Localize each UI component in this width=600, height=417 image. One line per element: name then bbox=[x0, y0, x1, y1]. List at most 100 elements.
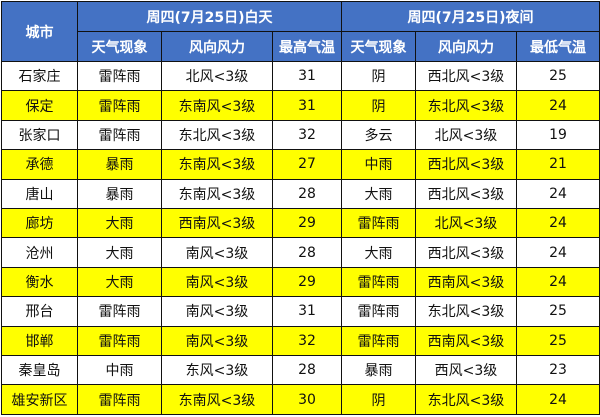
cell-low: 24 bbox=[516, 208, 600, 239]
cell-high: 27 bbox=[272, 149, 342, 180]
cell-high: 28 bbox=[272, 178, 342, 210]
night-header: 周四(7月25日)夜间 bbox=[341, 1, 600, 32]
cell-night-wind: 东北风<3级 bbox=[415, 90, 517, 121]
cell-night-weather: 雷阵雨 bbox=[341, 325, 416, 357]
cell-city: 衡水 bbox=[1, 266, 78, 298]
table-row: 沧州 大雨 南风<3级 28 大雨 西北风<3级 24 bbox=[1, 237, 600, 268]
cell-day-wind: 西南风<3级 bbox=[161, 208, 273, 239]
cell-day-wind: 东风<3级 bbox=[161, 355, 273, 386]
cell-low: 21 bbox=[516, 149, 600, 180]
cell-day-weather: 大雨 bbox=[77, 266, 162, 298]
cell-high: 28 bbox=[272, 355, 342, 386]
cell-high: 31 bbox=[272, 296, 342, 327]
cell-city: 石家庄 bbox=[1, 60, 78, 92]
cell-day-wind: 东南风<3级 bbox=[161, 149, 273, 180]
cell-city: 邯郸 bbox=[1, 325, 78, 357]
city-header: 城市 bbox=[1, 1, 78, 62]
cell-night-weather: 阴 bbox=[341, 384, 416, 415]
cell-city: 雄安新区 bbox=[1, 384, 78, 415]
cell-day-weather: 雷阵雨 bbox=[77, 119, 162, 151]
cell-city: 张家口 bbox=[1, 119, 78, 151]
cell-night-weather: 多云 bbox=[341, 119, 416, 151]
cell-low: 19 bbox=[516, 119, 600, 151]
cell-city: 廊坊 bbox=[1, 208, 78, 239]
table-row: 唐山 暴雨 东南风<3级 28 大雨 西北风<3级 24 bbox=[1, 178, 600, 210]
cell-low: 24 bbox=[516, 90, 600, 121]
table-row: 廊坊 大雨 西南风<3级 29 雷阵雨 北风<3级 24 bbox=[1, 208, 600, 239]
cell-day-weather: 雷阵雨 bbox=[77, 60, 162, 92]
table-row: 邯郸 雷阵雨 南风<3级 32 雷阵雨 西南风<3级 25 bbox=[1, 325, 600, 357]
table-row: 张家口 雷阵雨 东北风<3级 32 多云 北风<3级 19 bbox=[1, 119, 600, 151]
cell-low: 24 bbox=[516, 237, 600, 268]
cell-night-wind: 北风<3级 bbox=[415, 119, 517, 151]
cell-night-wind: 北风<3级 bbox=[415, 208, 517, 239]
cell-low: 24 bbox=[516, 178, 600, 210]
cell-day-wind: 南风<3级 bbox=[161, 266, 273, 298]
cell-high: 32 bbox=[272, 325, 342, 357]
cell-day-wind: 南风<3级 bbox=[161, 325, 273, 357]
cell-city: 邢台 bbox=[1, 296, 78, 327]
cell-low: 24 bbox=[516, 384, 600, 415]
cell-day-weather: 中雨 bbox=[77, 355, 162, 386]
cell-city: 唐山 bbox=[1, 178, 78, 210]
table-row: 衡水 大雨 南风<3级 29 雷阵雨 西南风<3级 24 bbox=[1, 266, 600, 298]
cell-day-weather: 大雨 bbox=[77, 208, 162, 239]
day-wind-header: 风向风力 bbox=[161, 31, 273, 62]
cell-night-wind: 西南风<3级 bbox=[415, 266, 517, 298]
cell-high: 29 bbox=[272, 208, 342, 239]
cell-low: 23 bbox=[516, 355, 600, 386]
cell-night-wind: 西北风<3级 bbox=[415, 60, 517, 92]
cell-city: 秦皇岛 bbox=[1, 355, 78, 386]
cell-night-wind: 西南风<3级 bbox=[415, 325, 517, 357]
cell-day-weather: 暴雨 bbox=[77, 178, 162, 210]
table-row: 邢台 雷阵雨 南风<3级 31 雷阵雨 东北风<3级 25 bbox=[1, 296, 600, 327]
cell-high: 31 bbox=[272, 60, 342, 92]
cell-night-weather: 暴雨 bbox=[341, 355, 416, 386]
cell-day-wind: 南风<3级 bbox=[161, 296, 273, 327]
cell-day-wind: 东南风<3级 bbox=[161, 90, 273, 121]
cell-night-weather: 雷阵雨 bbox=[341, 266, 416, 298]
cell-day-wind: 北风<3级 bbox=[161, 60, 273, 92]
cell-city: 沧州 bbox=[1, 237, 78, 268]
cell-night-wind: 西北风<3级 bbox=[415, 237, 517, 268]
cell-night-weather: 大雨 bbox=[341, 178, 416, 210]
cell-high: 29 bbox=[272, 266, 342, 298]
cell-city: 承德 bbox=[1, 149, 78, 180]
cell-high: 30 bbox=[272, 384, 342, 415]
cell-high: 28 bbox=[272, 237, 342, 268]
table-row: 石家庄 雷阵雨 北风<3级 31 阴西北风<3级 25 bbox=[1, 60, 600, 92]
cell-day-weather: 大雨 bbox=[77, 237, 162, 268]
night-weather-header: 天气现象 bbox=[341, 31, 416, 62]
table-row: 秦皇岛 中雨 东风<3级 28 暴雨 西风<3级 23 bbox=[1, 355, 600, 386]
cell-day-wind: 南风<3级 bbox=[161, 237, 273, 268]
cell-day-wind: 东南风<3级 bbox=[161, 384, 273, 415]
cell-night-weather: 雷阵雨 bbox=[341, 208, 416, 239]
cell-day-wind: 东北风<3级 bbox=[161, 119, 273, 151]
cell-low: 24 bbox=[516, 266, 600, 298]
cell-high: 31 bbox=[272, 90, 342, 121]
table-row: 保定 雷阵雨 东南风<3级 31 阴东北风<3级 24 bbox=[1, 90, 600, 121]
cell-night-weather: 阴 bbox=[341, 90, 416, 121]
table-row: 承德 暴雨 东南风<3级 27 中雨 西北风<3级 21 bbox=[1, 149, 600, 180]
cell-high: 32 bbox=[272, 119, 342, 151]
low-temp-header: 最低气温 bbox=[516, 31, 600, 62]
day-header: 周四(7月25日)白天 bbox=[77, 1, 342, 32]
cell-day-weather: 雷阵雨 bbox=[77, 384, 162, 415]
cell-city: 保定 bbox=[1, 90, 78, 121]
cell-low: 25 bbox=[516, 325, 600, 357]
cell-night-wind: 东北风<3级 bbox=[415, 384, 517, 415]
cell-night-wind: 东北风<3级 bbox=[415, 296, 517, 327]
cell-low: 25 bbox=[516, 60, 600, 92]
table-row: 雄安新区 雷阵雨 东南风<3级 30 阴东北风<3级 24 bbox=[1, 384, 600, 415]
cell-night-wind: 西北风<3级 bbox=[415, 178, 517, 210]
cell-night-weather: 雷阵雨 bbox=[341, 296, 416, 327]
cell-night-wind: 西北风<3级 bbox=[415, 149, 517, 180]
night-wind-header: 风向风力 bbox=[415, 31, 517, 62]
cell-night-wind: 西风<3级 bbox=[415, 355, 517, 386]
cell-low: 25 bbox=[516, 296, 600, 327]
cell-night-weather: 大雨 bbox=[341, 237, 416, 268]
cell-day-wind: 东南风<3级 bbox=[161, 178, 273, 210]
cell-day-weather: 雷阵雨 bbox=[77, 296, 162, 327]
cell-night-weather: 阴 bbox=[341, 60, 416, 92]
